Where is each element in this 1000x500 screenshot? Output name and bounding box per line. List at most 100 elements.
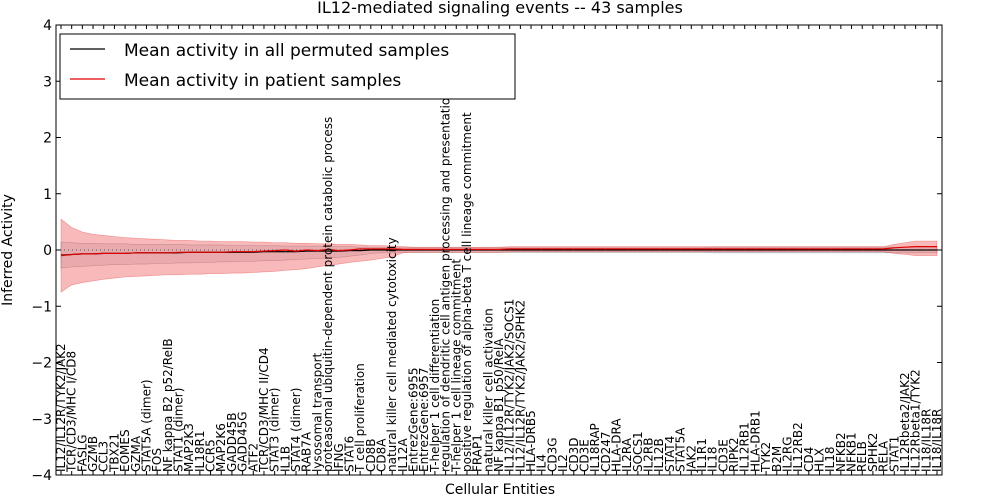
x-tick-label: IL18RAP [588,423,602,472]
legend-box [59,33,516,100]
x-tick-label: GZMA [129,435,143,472]
x-tick-label: CCL3 [97,441,111,472]
x-tick-label: GADD45G [236,411,250,472]
x-tick-label: FOS [150,448,164,472]
x-tick-label: IFNG [332,443,346,472]
series-1-segment [167,251,179,254]
y-tick-label: −3 [31,412,52,428]
x-tick-label: IL18 [706,447,720,473]
x-tick-label: IL12B [652,438,666,472]
legend: Mean activity in all permuted samples Me… [59,33,516,100]
x-tick-label: RAB7A [300,431,314,472]
x-tick-label: NFKB1 [845,432,859,472]
x-tick-label: natural killer cell mediated cytotoxicit… [385,237,399,472]
x-tick-label: STAT4 (dimer) [289,388,303,472]
x-tick-label: HLA-DRB5 [524,410,538,472]
y-tick-label: 1 [43,187,52,203]
x-tick-label: RIPK2 [727,437,741,472]
x-tick-label: T-helper 1 cell differentiation [428,299,442,473]
x-tick-label: EOMES [118,429,132,472]
x-tick-label: IL1R1 [695,438,709,472]
series-1-segment [285,249,297,252]
x-tick-label: TCR/CD3/MHC I/CD8 [65,351,79,473]
y-tick-label: −1 [31,299,52,315]
y-tick-label: 2 [43,131,52,147]
series-1-segment [904,246,916,248]
x-tick-label: IL18R1 [193,431,207,472]
x-tick-label: STAT5A (dimer) [140,379,154,472]
x-tick-label: MAP2K6 [214,423,228,472]
x-tick-label: HLX [813,448,827,472]
x-tick-label: STAT4 [663,436,677,472]
series-1-segment [338,249,350,252]
x-tick-label: CD3E [716,439,730,472]
plot-area: 43210−1−2−3−4IL12/IL12R/TYK2/JAK2TCR/CD3… [31,18,944,484]
x-tick-label: T cell proliferation [353,363,367,473]
x-tick-label: ATF2 [246,443,260,472]
x-tick-label: IL2RG [780,437,794,473]
series-1-segment [92,252,104,255]
x-tick-label: STAT5A [674,427,688,472]
x-tick-label: lysosomal transport [310,352,324,472]
x-tick-label: TYK2 [759,442,773,473]
x-tick-label: IL12Rbeta1/TYK2 [909,369,923,472]
x-tick-label: FRAP1 [471,434,485,472]
x-tick-label: RELA [877,440,891,472]
series-1-segment [317,248,329,252]
x-tick-label: EntrezGene:6955 [407,368,421,473]
x-tick-label: SOCS1 [631,431,645,472]
x-tick-label: HLA-DRB1 [748,410,762,472]
x-tick-label: IL12RB2 [791,422,805,472]
x-tick-label: IL18/IL18R [919,409,933,472]
x-tick-label: IL2RA [620,437,634,472]
series-1-segment [894,246,906,249]
x-tick-label: JAK2 [684,445,698,473]
x-tick-label: STAT1 (dimer) [172,388,186,472]
series-0-segment [295,250,307,253]
x-tick-label: positive regulation of alpha-beta T cell… [460,112,474,472]
x-tick-label: IL12A [396,438,410,472]
x-tick-label: EntrezGene:6957 [417,368,431,473]
series-1-segment [221,251,232,253]
y-tick-label: 4 [43,18,52,34]
x-tick-label: CD247 [599,431,613,472]
x-tick-label: STAT6 [342,436,356,472]
x-tick-label: natural killer cell activation [481,308,495,472]
x-tick-label: TBX21 [107,433,121,473]
x-tick-label: STAT1 [887,436,901,472]
series-1-segment [253,250,265,253]
series-line-1 [60,246,937,257]
x-tick-label: CCR5 [204,439,218,472]
x-tick-label: IL12/IL12R/TYK2/JAK2/SPHK2 [513,300,527,472]
x-tick-label: CD3D [567,438,581,473]
series-1-segment [274,249,286,252]
x-tick-label: GZMB [86,436,100,472]
x-tick-label: IL18 [823,447,837,473]
y-tick-label: −2 [31,356,52,372]
x-axis-label: Cellular Entities [445,482,555,498]
x-tick-label: FASLG [75,434,89,472]
x-tick-label: IL1B [278,446,292,472]
x-tick-label: IL18/IL18R [930,409,944,472]
series-1-segment [60,253,72,257]
series-1-segment [71,253,83,256]
x-tick-label: IL2 [556,454,570,472]
x-tick-label: SPHK2 [866,433,880,472]
x-tick-label: CD3E [578,439,592,472]
x-tick-label: GADD45B [225,413,239,473]
series-1-segment [295,249,307,252]
x-tick-label: B2M [770,446,784,472]
x-tick-label: IL12/IL12R/TYK2/JAK2/SOCS1 [503,299,517,472]
series-1-segment [306,249,318,252]
x-tick-label: IL12Rbeta2/JAK2 [898,372,912,472]
series-1-segment [349,248,361,251]
series-1-segment [125,252,136,254]
legend-label-permuted: Mean activity in all permuted samples [124,41,449,61]
x-tick-label: IL2RB [642,438,656,472]
x-tick-label: CD3G [545,437,559,472]
y-tick-label: −4 [31,468,52,484]
x-tick-label: RELB [855,441,869,472]
band-1 [60,218,938,293]
y-axis-label: Inferred Activity [0,194,16,306]
